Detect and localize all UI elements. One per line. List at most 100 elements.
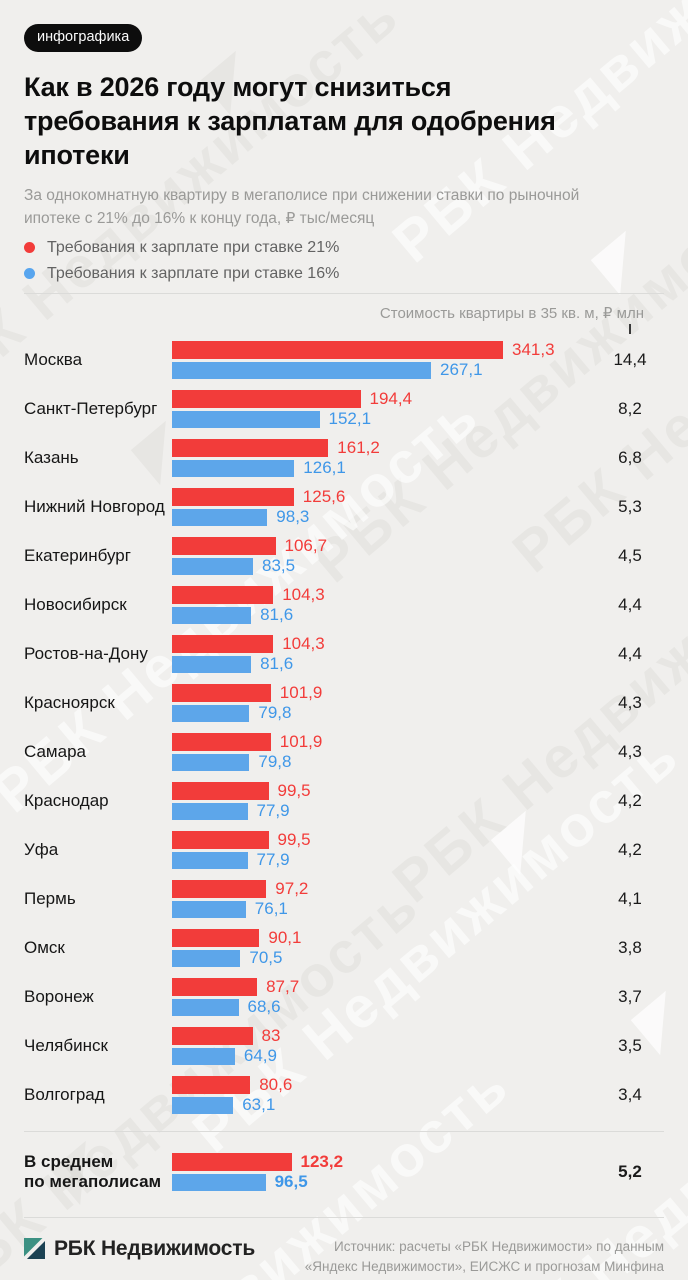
bar-group: 125,6 98,3 — [172, 487, 594, 526]
divider — [24, 292, 664, 294]
bar-rate21 — [172, 1152, 292, 1171]
bar-value-label: 101,9 — [279, 682, 323, 702]
bar-rate16 — [172, 459, 295, 477]
city-label-line: по мегаполисам — [24, 1171, 162, 1191]
bar-rate21 — [172, 683, 271, 702]
bar-line-rate16: 83,5 — [172, 556, 594, 575]
logo-text: РБК Недвижимость — [54, 1236, 256, 1260]
bar-line-rate16: 76,1 — [172, 899, 594, 918]
apartment-price-value: 5,3 — [618, 496, 642, 516]
bar-rate21 — [172, 830, 269, 849]
chart-row: Краснодар 99,5 77,9 4,2 — [24, 780, 664, 821]
bar-value-label: 99,5 — [277, 780, 311, 800]
city-label: Санкт-Петербург — [24, 398, 158, 418]
bar-line-rate16: 96,5 — [172, 1172, 594, 1191]
bar-value-label: 96,5 — [274, 1172, 308, 1191]
chart-row: Уфа 99,5 77,9 4,2 — [24, 829, 664, 870]
bar-line-rate21: 194,4 — [172, 389, 594, 408]
bar-value-label: 81,6 — [260, 605, 294, 624]
bar-value-label: 81,6 — [260, 654, 294, 673]
bar-value-label: 79,8 — [258, 703, 292, 722]
bar-line-rate21: 341,3 — [172, 340, 594, 359]
bar-rate16 — [172, 508, 268, 526]
chart-row: Нижний Новгород 125,6 98,3 5,3 — [24, 487, 664, 527]
chart-row: Санкт-Петербург 194,4 152,1 8,2 — [24, 389, 664, 429]
bar-line-rate21: 104,3 — [172, 633, 594, 653]
bar-value-label: 76,1 — [254, 899, 288, 918]
bar-value-label: 104,3 — [282, 633, 325, 653]
apartment-price-value: 3,7 — [618, 986, 642, 1006]
bar-value-label: 63,1 — [242, 1095, 276, 1114]
rbc-realty-logo: РБК Недвижимость — [24, 1237, 255, 1261]
bar-value-label: 99,5 — [277, 829, 311, 849]
bar-rate21 — [172, 1026, 253, 1045]
city-label: Волгоград — [24, 1084, 105, 1104]
bar-line-rate21: 99,5 — [172, 780, 594, 800]
bar-value-label: 68,6 — [247, 997, 281, 1016]
page-subtitle-line: За однокомнатную квартиру в мегаполисе п… — [24, 186, 580, 204]
bar-line-rate21: 99,5 — [172, 829, 594, 849]
bar-group: 106,7 83,5 — [172, 535, 594, 575]
legend-dot-blue-icon — [24, 268, 35, 279]
bar-rate16 — [172, 753, 250, 771]
bar-value-label: 77,9 — [256, 850, 290, 869]
bar-rate21 — [172, 536, 276, 555]
chart-header: Стоимость квартиры в 35 кв. м, ₽ млн — [24, 294, 664, 341]
bar-value-label: 97,2 — [275, 878, 309, 898]
city-label: Воронеж — [24, 986, 94, 1006]
city-label-line: В среднем — [24, 1151, 114, 1171]
bar-line-rate21: 125,6 — [172, 487, 594, 506]
apartment-price-value: 4,2 — [618, 839, 642, 859]
bar-group: 104,3 81,6 — [172, 584, 594, 624]
price-column-tick — [629, 323, 631, 334]
bar-value-label: 98,3 — [276, 507, 310, 526]
bar-line-rate21: 83 — [172, 1026, 594, 1045]
legend-item-rate16: Требования к зарплате при ставке 16% — [24, 261, 664, 287]
chart-rows: Москва 341,3 267,1 14,4 Санкт-Петербург 194,4… — [24, 340, 664, 1115]
bar-line-rate16: 64,9 — [172, 1046, 594, 1065]
bar-group: 101,9 79,8 — [172, 732, 594, 771]
bar-line-rate21: 161,2 — [172, 438, 594, 457]
city-label: Екатеринбург — [24, 545, 131, 565]
bar-rate16 — [172, 557, 253, 575]
bar-value-label: 106,7 — [284, 535, 328, 555]
chart-row: Волгоград 80,6 63,1 3,4 — [24, 1074, 664, 1115]
bar-rate16 — [172, 1047, 235, 1065]
bar-value-label: 123,2 — [300, 1151, 344, 1171]
bar-value-label: 80,6 — [259, 1074, 293, 1094]
bar-rate21 — [172, 438, 329, 457]
bar-line-rate21: 80,6 — [172, 1074, 594, 1094]
chart-row: Екатеринбург 106,7 83,5 4,5 — [24, 535, 664, 576]
city-label: Омск — [24, 937, 65, 957]
legend-item-rate21: Требования к зарплате при ставке 21% — [24, 235, 664, 261]
average-row: В среднем по мегаполисам 123,2 96,5 5,2 — [24, 1151, 664, 1192]
chart-row: Омск 90,1 70,5 3,8 — [24, 928, 664, 968]
legend-label: Требования к зарплате при ставке 16% — [47, 264, 340, 282]
bar-group: 101,9 79,8 — [172, 682, 594, 722]
page-title-line: ипотеки — [24, 139, 130, 170]
apartment-price-value: 3,5 — [618, 1035, 642, 1055]
bar-rate16 — [172, 851, 248, 869]
apartment-price-value: 4,4 — [618, 643, 642, 663]
bar-rate21 — [172, 1075, 251, 1094]
apartment-price-value: 4,3 — [618, 741, 642, 761]
infographic-badge: инфографика — [24, 24, 143, 52]
bar-group: 341,3 267,1 — [172, 340, 594, 379]
apartment-price-value: 4,4 — [618, 594, 642, 614]
bar-value-label: 104,3 — [282, 584, 325, 604]
bar-line-rate16: 126,1 — [172, 458, 594, 477]
bar-group: 99,5 77,9 — [172, 829, 594, 869]
chart-row: Самара 101,9 79,8 4,3 — [24, 732, 664, 772]
bar-line-rate21: 123,2 — [172, 1151, 594, 1171]
bar-rate21 — [172, 781, 269, 800]
page-subtitle: За однокомнатную квартиру в мегаполисе п… — [24, 184, 664, 230]
bar-rate16 — [172, 1096, 234, 1114]
bar-line-rate21: 90,1 — [172, 928, 594, 947]
bar-rate21 — [172, 928, 260, 947]
city-label: Уфа — [24, 839, 59, 859]
city-label: Челябинск — [24, 1035, 108, 1055]
legend-label: Требования к зарплате при ставке 21% — [47, 238, 340, 256]
bar-value-label: 70,5 — [249, 948, 283, 967]
page-subtitle-line: ипотеке с 21% до 16% к концу года, ₽ тыс… — [24, 209, 375, 227]
